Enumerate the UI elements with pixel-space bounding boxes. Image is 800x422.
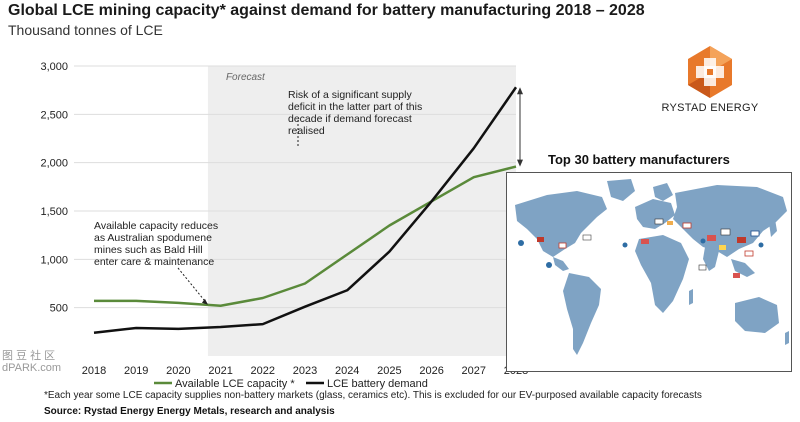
y-tick-label: 2,000 [40, 158, 68, 170]
watermark-line-2: dPARK.com [2, 362, 62, 374]
capacity-annotation-leader [177, 267, 209, 306]
source-note: Source: Rystad Energy Energy Metals, res… [44, 406, 335, 417]
y-tick-label: 500 [50, 303, 68, 315]
x-tick-label: 2024 [335, 365, 359, 377]
capacity-annotation-line: as Australian spodumene [94, 232, 212, 244]
watermark-line-1: 图 豆 社 区 [2, 350, 56, 362]
y-tick-label: 1,500 [40, 206, 68, 218]
y-tick-label: 2,500 [40, 109, 68, 121]
world-map-icon [515, 179, 789, 355]
demand-line [93, 86, 518, 335]
watermark: 图 豆 社 区 dPARK.com [2, 350, 61, 374]
deficit-annotation-line: realised [288, 125, 325, 137]
x-tick-label: 2026 [419, 365, 443, 377]
rystad-logo: RYSTAD ENERGY [630, 42, 790, 122]
deficit-annotation-line: decade if demand forecast [288, 113, 412, 125]
x-tick-label: 2025 [377, 365, 401, 377]
y-tick-label: 1,000 [40, 254, 68, 266]
deficit-annotation-line: deficit in the latter part of this [288, 101, 422, 113]
x-tick-label: 2027 [462, 365, 486, 377]
deficit-arrowhead-top [517, 87, 523, 95]
x-tick-label: 2021 [208, 365, 232, 377]
world-map-inset [506, 172, 792, 372]
chart-subtitle: Thousand tonnes of LCE [8, 22, 163, 38]
inset-title: Top 30 battery manufacturers [548, 152, 730, 167]
y-tick-label: 3,000 [40, 61, 68, 73]
deficit-annotation-line: Risk of a significant supply [288, 89, 412, 101]
capacity-line [94, 165, 517, 307]
rystad-logo-icon [688, 46, 732, 98]
capacity-annotation-line: Available capacity reduces [94, 220, 218, 232]
footnote: *Each year some LCE capacity supplies no… [44, 390, 702, 401]
logo-text: RYSTAD ENERGY [661, 102, 759, 114]
x-tick-label: 2022 [251, 365, 275, 377]
chart-title: Global LCE mining capacity* against dema… [8, 2, 645, 19]
x-tick-label: 2020 [166, 365, 190, 377]
capacity-annotation-line: mines such as Bald Hill [94, 244, 203, 256]
capacity-annotation-arrowhead [201, 298, 208, 305]
capacity-annotation-line: enter care & maintenance [94, 256, 214, 268]
x-tick-label: 2023 [293, 365, 317, 377]
x-tick-label: 2019 [124, 365, 148, 377]
deficit-arrowhead-bottom [517, 159, 523, 167]
forecast-label: Forecast [226, 72, 266, 83]
x-tick-label: 2018 [82, 365, 106, 377]
legend-label-capacity: Available LCE capacity * [175, 378, 295, 390]
legend-label-demand: LCE battery demand [327, 378, 428, 390]
